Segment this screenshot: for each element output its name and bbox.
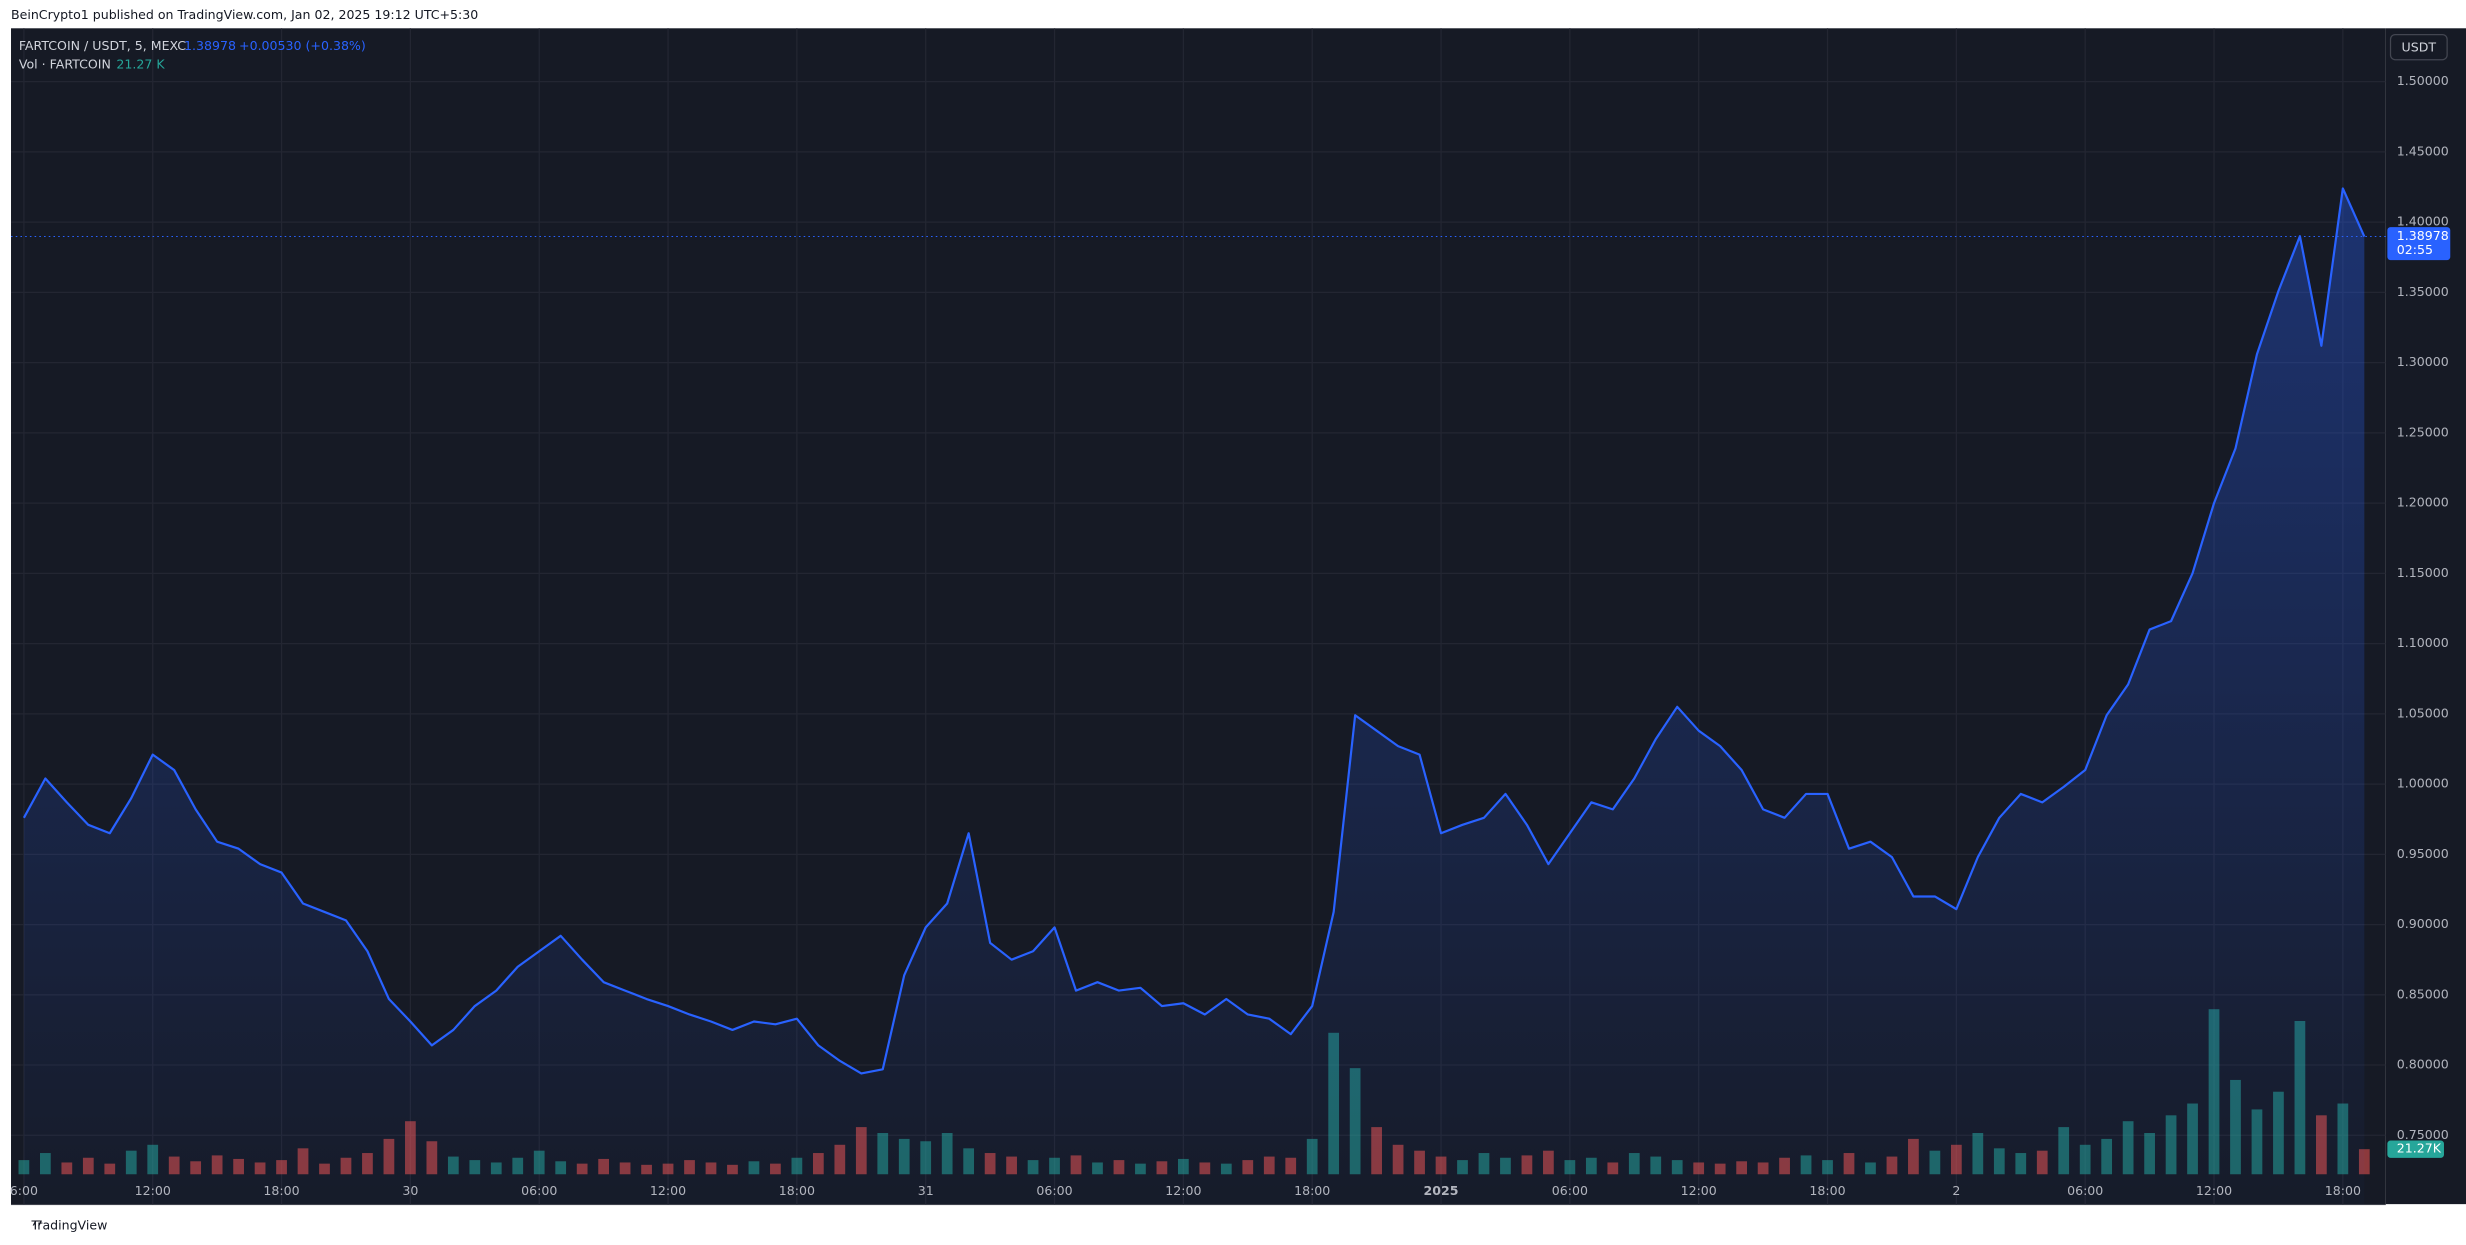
x-tick-label: 06:00 (1552, 1183, 1588, 1198)
legend-last: 1.38978 (184, 38, 236, 53)
y-tick-label: 0.80000 (2397, 1057, 2449, 1072)
y-tick-label: 1.05000 (2397, 705, 2449, 720)
price-badge (2387, 227, 2451, 261)
x-tick-label: 6:00 (10, 1183, 38, 1198)
x-tick-label: 12:00 (2196, 1183, 2232, 1198)
y-tick-label: 0.90000 (2397, 916, 2449, 931)
x-tick-label: 12:00 (650, 1183, 686, 1198)
legend-volume-last: 21.27 K (116, 57, 165, 72)
volume-badge-label: 21.27K (2397, 1141, 2442, 1156)
y-tick-label: 1.30000 (2397, 354, 2449, 369)
y-tick-label: 0.85000 (2397, 986, 2449, 1001)
brand-logo: ⁷⁷ (31, 1218, 42, 1233)
y-tick-label: 1.35000 (2397, 284, 2449, 299)
y-tick-label: 1.00000 (2397, 776, 2449, 791)
x-tick-label: 2025 (1424, 1183, 1459, 1198)
x-tick-label: 18:00 (1809, 1183, 1845, 1198)
x-tick-label: 06:00 (521, 1183, 557, 1198)
legend-symbol: FARTCOIN / USDT, 5, MEXC (19, 38, 186, 53)
y-tick-label: 0.75000 (2397, 1127, 2449, 1142)
price-axis-bg (2385, 28, 2466, 1205)
price-line (22, 187, 2366, 1075)
legend-change: +0.00530 (+0.38%) (239, 38, 366, 53)
x-tick-label: 06:00 (2067, 1183, 2103, 1198)
y-tick-label: 1.50000 (2397, 73, 2449, 88)
x-tick-label: 18:00 (779, 1183, 815, 1198)
y-tick-label: 1.15000 (2397, 565, 2449, 580)
x-tick-label: 06:00 (1036, 1183, 1072, 1198)
time-axis-line (11, 1204, 2386, 1206)
y-tick-label: 1.10000 (2397, 635, 2449, 650)
x-tick-label: 30 (402, 1183, 418, 1198)
publisher: BeinCrypto1 published on TradingView.com… (11, 7, 478, 22)
x-tick-label: 2 (1952, 1183, 1960, 1198)
price-badge-countdown: 02:55 (2397, 242, 2433, 257)
y-tick-label: 1.45000 (2397, 143, 2449, 158)
y-tick-label: 1.25000 (2397, 424, 2449, 439)
x-tick-label: 12:00 (135, 1183, 171, 1198)
brand: TradingView (30, 1218, 107, 1233)
y-tick-label: 0.95000 (2397, 846, 2449, 861)
x-tick-label: 12:00 (1681, 1183, 1717, 1198)
legend-volume-name: Vol · FARTCOIN (19, 57, 111, 72)
y-tick-label: 1.20000 (2397, 495, 2449, 510)
y-tick-label: 1.40000 (2397, 214, 2449, 229)
x-tick-label: 18:00 (1294, 1183, 1330, 1198)
price-badge-value: 1.38978 (2397, 228, 2449, 243)
x-tick-label: 18:00 (2325, 1183, 2361, 1198)
x-tick-label: 12:00 (1165, 1183, 1201, 1198)
x-tick-label: 31 (918, 1183, 934, 1198)
currency-button[interactable] (2389, 33, 2448, 61)
volume-badge (2387, 1140, 2444, 1158)
x-tick-label: 18:00 (263, 1183, 299, 1198)
price-area (23, 188, 2365, 1205)
y-axis-label: USDT (2402, 39, 2437, 54)
